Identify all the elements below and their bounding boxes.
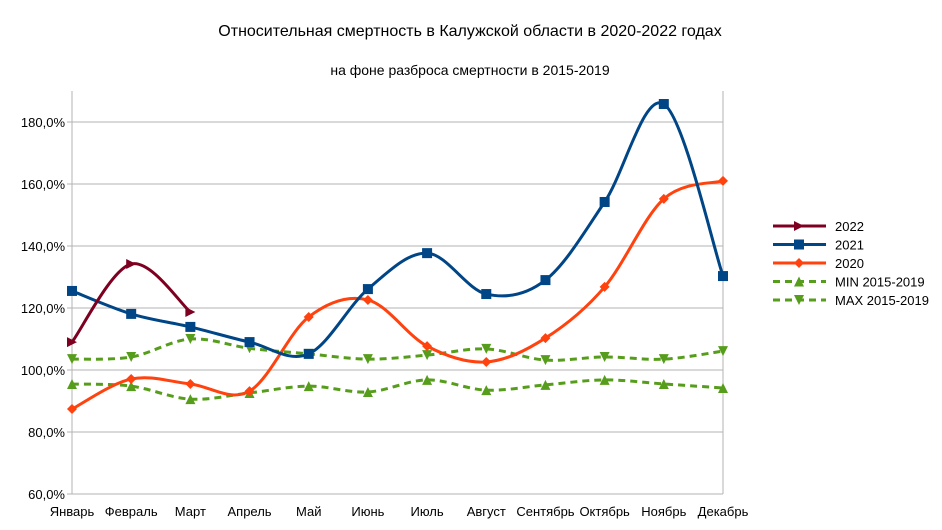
marker-diamond: [599, 281, 610, 292]
marker-square: [67, 285, 77, 296]
marker-square: [718, 271, 728, 282]
y-tick-label: 100,0%: [21, 363, 66, 378]
marker-triangle-up: [126, 381, 137, 392]
marker-triangle-up: [185, 394, 196, 405]
legend-item: MIN 2015-2019: [773, 275, 925, 290]
x-tick-label: Ноябрь: [641, 504, 686, 519]
marker-triangle-down: [126, 351, 137, 362]
marker-triangle-down: [599, 351, 610, 362]
x-tick-label: Август: [467, 504, 506, 519]
series-2022: [67, 258, 196, 348]
marker-square: [362, 284, 373, 295]
marker-square: [185, 321, 196, 332]
marker-diamond: [422, 341, 433, 352]
marker-triangle-down: [362, 354, 373, 365]
marker-diamond: [658, 193, 669, 204]
marker-triangle-up: [362, 387, 373, 398]
marker-square: [540, 275, 551, 286]
marker-triangle-up: [794, 276, 804, 287]
chart-title: Относительная смертность в Калужской обл…: [218, 23, 721, 40]
marker-triangle-up: [540, 379, 551, 390]
marker-triangle-right: [185, 307, 196, 318]
marker-triangle-right: [126, 258, 137, 269]
marker-triangle-down: [718, 346, 728, 357]
marker-triangle-down: [67, 354, 77, 365]
legend-item: 2020: [773, 256, 864, 271]
marker-square: [481, 289, 492, 300]
x-tick-label: Июнь: [351, 504, 384, 519]
marker-triangle-up: [481, 385, 492, 396]
y-tick-label: 120,0%: [21, 301, 66, 316]
marker-triangle-down: [794, 295, 804, 305]
series-line: [71, 378, 724, 401]
marker-triangle-up: [303, 381, 314, 392]
series-line: [70, 262, 192, 344]
marker-triangle-down: [481, 343, 492, 354]
marker-square: [126, 308, 137, 319]
y-tick-label: 180,0%: [21, 115, 66, 130]
marker-diamond: [481, 356, 492, 367]
marker-square: [244, 337, 255, 348]
x-tick-label: Март: [175, 504, 206, 519]
marker-triangle-down: [422, 350, 433, 361]
chart-subtitle: на фоне разброса смертности в 2015-2019: [330, 62, 609, 78]
marker-diamond: [794, 258, 804, 268]
marker-diamond: [185, 378, 196, 389]
y-tick-label: 160,0%: [21, 177, 66, 192]
series-min-2015-2019: [67, 374, 728, 405]
marker-triangle-right: [794, 221, 804, 231]
legend-item: MAX 2015-2019: [773, 293, 929, 308]
marker-diamond: [126, 373, 137, 384]
x-tick-label: Апрель: [227, 504, 271, 519]
series-2020: [67, 175, 728, 415]
x-tick-label: Декабрь: [698, 504, 749, 519]
marker-triangle-up: [599, 374, 610, 385]
marker-diamond: [718, 175, 728, 186]
legend-label: MAX 2015-2019: [835, 293, 929, 308]
y-tick-label: 140,0%: [21, 239, 66, 254]
marker-triangle-right: [67, 337, 77, 348]
legend-label: 2020: [835, 256, 864, 271]
marker-square: [303, 348, 314, 359]
legend-label: MIN 2015-2019: [835, 275, 925, 290]
marker-diamond: [303, 311, 314, 322]
marker-triangle-up: [658, 378, 669, 389]
marker-diamond: [67, 404, 77, 415]
x-tick-label: Январь: [50, 504, 95, 519]
marker-diamond: [362, 294, 373, 305]
legend-label: 2021: [835, 238, 864, 253]
marker-square: [422, 248, 433, 259]
x-tick-label: Февраль: [105, 504, 158, 519]
legend-label: 2022: [835, 219, 864, 234]
marker-triangle-down: [185, 334, 196, 344]
marker-diamond: [540, 333, 551, 344]
legend-item: 2021: [773, 238, 864, 253]
marker-diamond: [244, 386, 255, 397]
marker-square: [599, 196, 610, 207]
series-line: [71, 179, 724, 411]
x-tick-label: Июль: [411, 504, 444, 519]
marker-square: [658, 99, 669, 110]
legend-item: 2022: [773, 219, 864, 234]
series-line: [71, 337, 724, 362]
series-line: [71, 101, 725, 358]
x-tick-label: Май: [296, 504, 321, 519]
marker-square: [794, 239, 804, 250]
marker-triangle-up: [422, 374, 433, 385]
x-tick-label: Сентябрь: [516, 504, 574, 519]
marker-triangle-up: [67, 378, 77, 389]
y-tick-label: 80,0%: [28, 425, 65, 440]
series-max-2015-2019: [67, 334, 728, 366]
y-tick-label: 60,0%: [28, 487, 65, 502]
marker-triangle-up: [718, 382, 728, 393]
marker-triangle-down: [540, 355, 551, 366]
series-2021: [67, 99, 728, 359]
x-tick-label: Октябрь: [579, 504, 630, 519]
marker-triangle-down: [658, 354, 669, 365]
